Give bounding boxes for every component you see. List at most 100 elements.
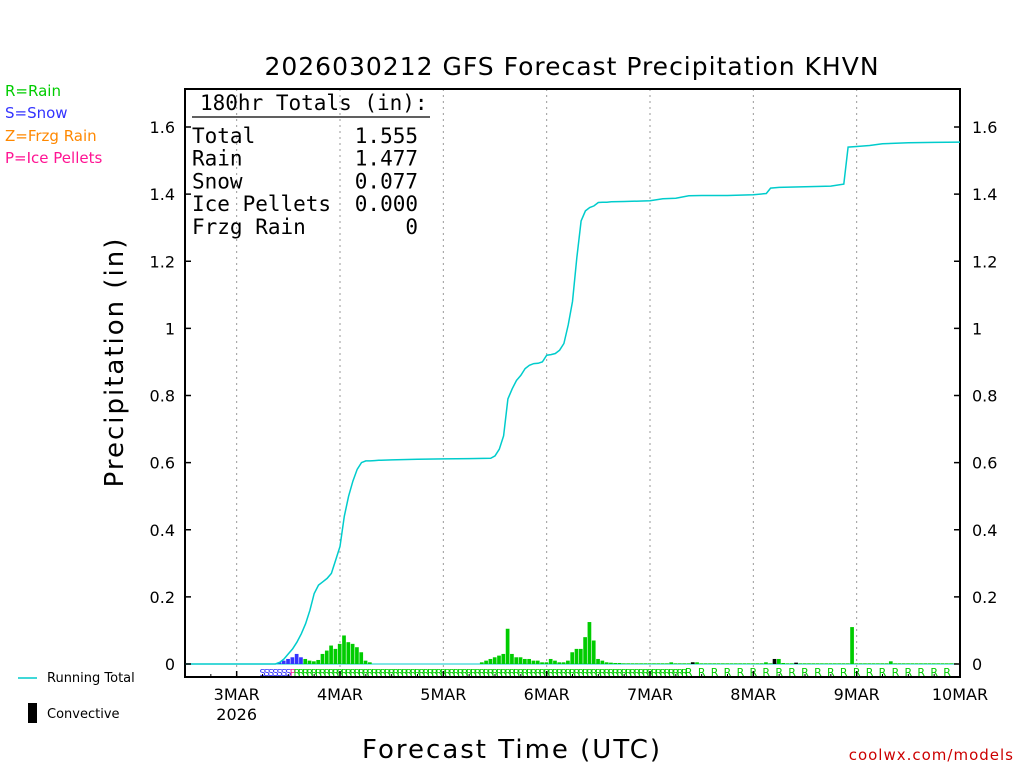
precip-bar [785, 663, 790, 664]
precip-bar [639, 663, 643, 664]
precip-bar [936, 663, 941, 664]
type-marker: S [277, 668, 283, 679]
type-marker: R [522, 668, 529, 679]
x-tick-label: 6MAR [524, 685, 570, 704]
y-tick-label-left: 0.4 [150, 521, 175, 540]
type-marker: R [578, 668, 585, 679]
type-marker: R [591, 668, 598, 679]
type-marker: R [392, 668, 399, 679]
precip-bar [884, 663, 889, 664]
type-marker: R [659, 668, 666, 679]
running-total-line [185, 141, 961, 665]
type-marker: R [599, 668, 606, 679]
type-marker: R [943, 666, 951, 679]
precip-bar [914, 663, 919, 664]
type-marker: R [483, 668, 490, 679]
y-tick-label-left: 0.6 [150, 454, 175, 473]
precip-bar [299, 657, 303, 664]
type-marker: R [324, 668, 331, 679]
type-marker: R [582, 668, 589, 679]
type-marker: R [492, 668, 499, 679]
precip-bar [286, 658, 290, 664]
y-tick-label-left: 1.4 [150, 185, 175, 204]
type-marker: R [526, 668, 533, 679]
type-marker: R [487, 668, 494, 679]
x-tick-label: 10MAR [932, 685, 988, 704]
type-marker: R [367, 668, 374, 679]
type-marker: R [319, 668, 326, 679]
type-marker: R [496, 668, 503, 679]
type-marker: R [930, 666, 938, 679]
precip-bar [294, 653, 299, 664]
precip-bar [578, 648, 583, 664]
precip-bar [768, 663, 773, 664]
type-marker: R [306, 668, 313, 679]
y-tick-label-left: 1.6 [150, 118, 175, 137]
type-marker: R [556, 668, 563, 679]
convective-swatch [28, 703, 37, 723]
convective-bar [772, 658, 777, 664]
type-marker: R [634, 668, 641, 679]
x-tick-label: 3MAR [214, 685, 260, 704]
totals-row-label: Frzg Rain [192, 215, 306, 239]
type-marker: R [470, 668, 477, 679]
precip-bar [634, 663, 639, 664]
type-marker: S [281, 668, 287, 679]
precip-bar [789, 663, 794, 664]
y-tick-label-right: 0.6 [972, 454, 997, 473]
totals-heading: 180hr Totals (in): [200, 91, 428, 115]
precip-bar [669, 662, 674, 664]
precip-bar [333, 648, 338, 664]
type-marker: R [384, 668, 391, 679]
type-marker: R [560, 668, 567, 679]
type-marker: R [328, 668, 335, 679]
precip-bar [609, 662, 613, 664]
precip-bar [828, 663, 833, 664]
precip-bars [277, 622, 958, 664]
legend-snow: S=Snow [5, 104, 68, 122]
type-marker: R [358, 668, 365, 679]
precip-bar [630, 663, 635, 664]
precip-bar [703, 663, 708, 664]
precip-bar [324, 650, 329, 664]
type-marker: R [479, 668, 486, 679]
type-marker: R [595, 668, 602, 679]
totals-row-value: 0 [405, 215, 418, 239]
precip-bar [484, 660, 488, 664]
precip-bar [316, 659, 321, 664]
type-marker: R [711, 666, 719, 679]
type-marker: R [629, 668, 636, 679]
precip-bar [824, 663, 829, 664]
precip-bar [303, 658, 308, 664]
precip-bar [893, 663, 897, 664]
precip-bar [777, 658, 781, 664]
precip-bar [622, 663, 626, 664]
precip-bar [570, 652, 575, 664]
precip-bar [626, 663, 631, 664]
type-marker: R [444, 668, 451, 679]
precip-bar [359, 652, 364, 664]
totals-row-label: Snow [192, 169, 243, 193]
type-marker: R [625, 668, 632, 679]
precip-bar [505, 628, 510, 664]
y-tick-label-right: 1.4 [972, 185, 997, 204]
precip-bar [755, 663, 760, 664]
totals-row-value: 0.000 [355, 192, 418, 216]
precip-bar [742, 663, 747, 664]
precip-bar [897, 663, 902, 664]
precip-bar [497, 655, 501, 664]
type-marker: R [474, 668, 481, 679]
legend-frzg-rain: Z=Frzg Rain [5, 127, 97, 145]
y-tick-label-right: 1.2 [972, 252, 997, 271]
precip-bar [923, 663, 928, 664]
precip-bar [940, 663, 945, 664]
type-marker: R [513, 668, 520, 679]
precip-bar [604, 662, 609, 664]
convective-bars [690, 658, 798, 664]
type-marker: R [401, 668, 408, 679]
type-marker: R [573, 668, 580, 679]
type-marker: R [293, 668, 300, 679]
type-marker: R [638, 668, 645, 679]
type-marker: R [427, 668, 434, 679]
